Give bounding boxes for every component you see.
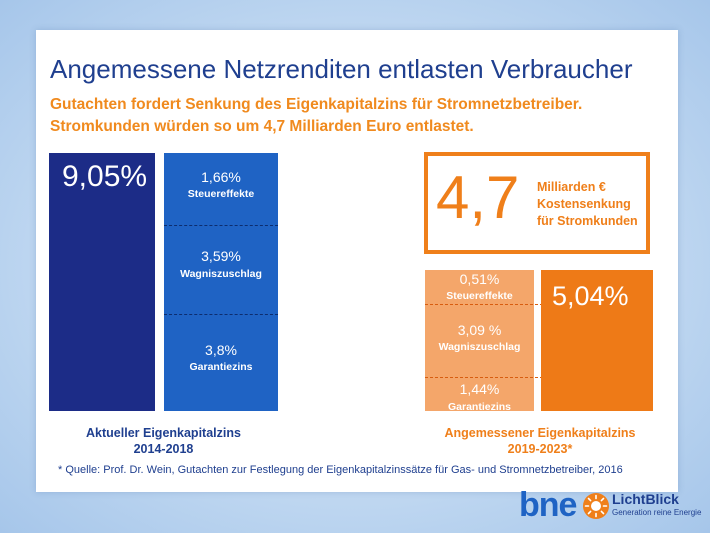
savings-value: 4,7 <box>436 164 520 231</box>
current-divider-1 <box>164 225 278 226</box>
bne-logo: bne <box>519 486 577 524</box>
target-caption: Angemessener Eigenkapitalzins <box>444 426 636 440</box>
subtitle-line-2: Stromkunden würden so um 4,7 Milliarden … <box>50 118 474 135</box>
target-total-label: 5,04% <box>552 281 629 311</box>
current-steuer-name: Steuereffekte <box>187 188 255 200</box>
current-steuer-value: 1,66% <box>201 169 241 185</box>
source-footnote: * Quelle: Prof. Dr. Wein, Gutachten zur … <box>58 464 623 476</box>
current-total-bar <box>49 153 155 411</box>
lichtblick-logo-tagline: Generation reine Energie <box>612 508 702 517</box>
current-garantie-name: Garantiezins <box>189 361 253 373</box>
target-steuer-name: Steuereffekte <box>446 290 513 302</box>
target-wagnis-value: 3,09 % <box>457 322 502 338</box>
savings-line-1: Milliarden € <box>537 180 606 194</box>
target-divider-2 <box>425 377 653 378</box>
current-wagnis-value: 3,59% <box>201 248 241 264</box>
current-caption: Aktueller Eigenkapitalzins <box>86 426 241 440</box>
target-steuer-value: 0,51% <box>459 271 500 287</box>
current-total-label: 9,05% <box>62 160 148 193</box>
lichtblick-logo-icon <box>583 493 609 519</box>
current-period: 2014-2018 <box>133 442 194 456</box>
current-wagnis-name: Wagniszuschlag <box>180 268 262 280</box>
page-title: Angemessene Netzrenditen entlasten Verbr… <box>50 54 633 84</box>
current-garantie-value: 3,8% <box>205 342 237 358</box>
current-divider-2 <box>164 314 278 315</box>
target-components-bar <box>425 270 534 411</box>
target-divider-1 <box>425 304 653 305</box>
target-wagnis-name: Wagniszuschlag <box>438 341 521 353</box>
target-period: 2019-2023* <box>507 442 573 456</box>
subtitle-line-1: Gutachten fordert Senkung des Eigenkapit… <box>50 96 583 113</box>
target-garantie-value: 1,44% <box>459 381 500 397</box>
lichtblick-logo-name: LichtBlick <box>612 491 679 507</box>
savings-box <box>424 152 650 254</box>
current-components-bar <box>164 153 278 411</box>
savings-line-3: für Stromkunden <box>537 214 638 228</box>
target-total-bar <box>541 270 653 411</box>
target-garantie-name: Garantiezins <box>447 401 512 413</box>
savings-line-2: Kostensenkung <box>537 197 631 211</box>
